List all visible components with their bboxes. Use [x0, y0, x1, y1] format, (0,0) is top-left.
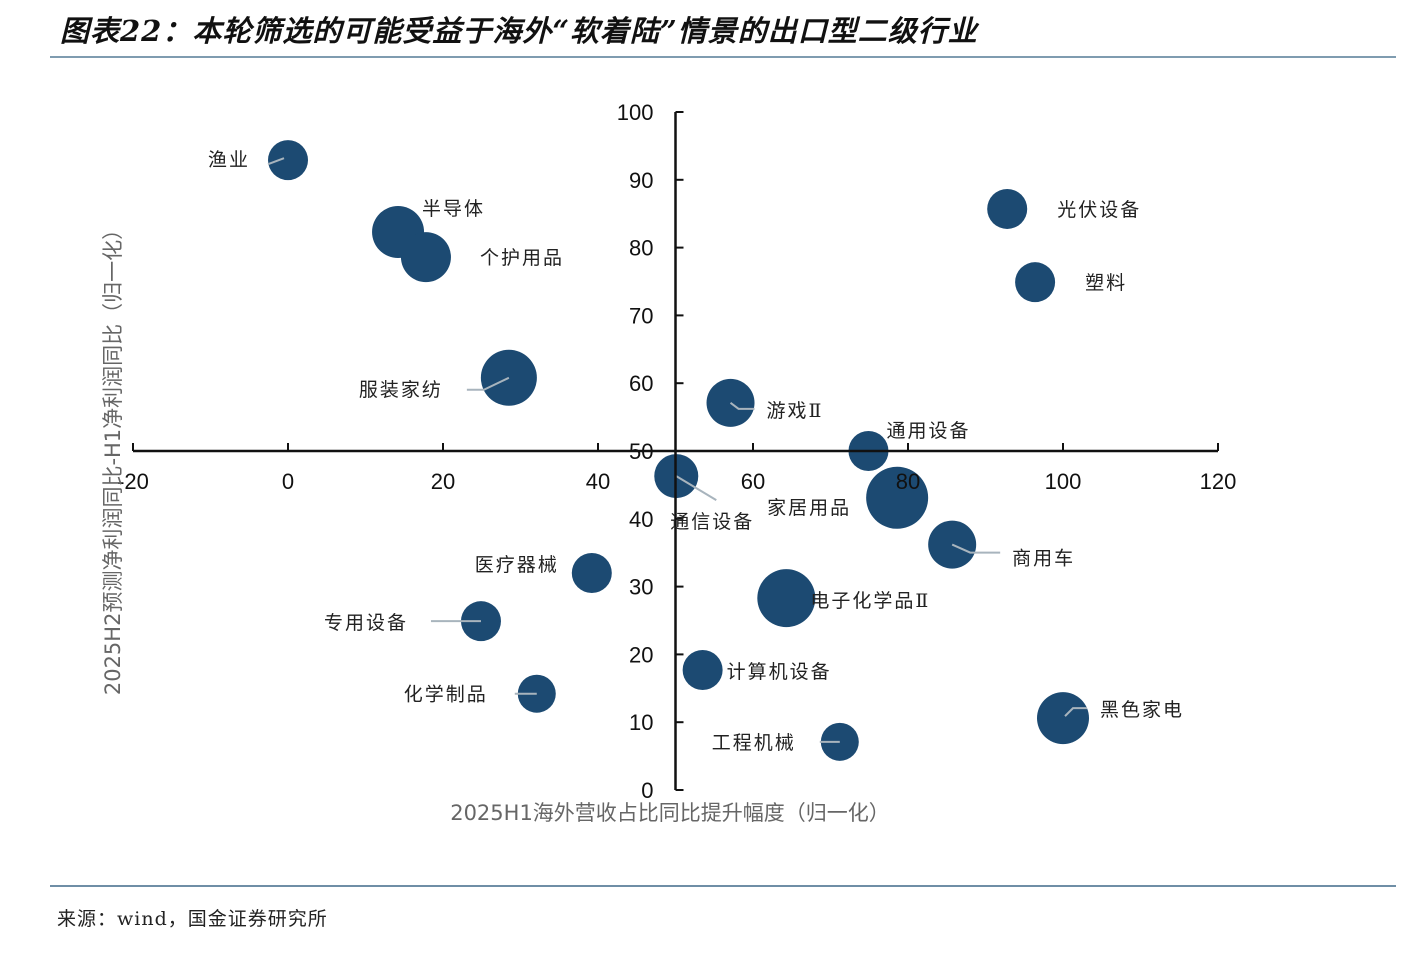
leader-line — [267, 157, 285, 166]
y-tick-label: 30 — [629, 575, 653, 600]
bubble-point — [268, 140, 308, 181]
leader-lines — [267, 157, 1087, 743]
bubble-point — [400, 232, 451, 283]
y-tick-label: 70 — [629, 303, 653, 328]
bubble-label: 光伏设备 — [1057, 199, 1141, 221]
x-tick-label: 40 — [586, 469, 610, 494]
chart-title: 图表22：本轮筛选的可能受益于海外“软着陆”情景的出口型二级行业 — [60, 14, 978, 48]
x-tick-label: -20 — [117, 469, 149, 494]
y-tick-label: 0 — [641, 778, 653, 803]
bubble-label: 半导体 — [422, 198, 485, 220]
bubble-label: 渔业 — [208, 149, 250, 171]
bubble-label: 服装家纺 — [359, 379, 443, 401]
x-axis-title: 2025H1海外营收占比同比提升幅度（归一化） — [450, 801, 890, 825]
leader-line — [466, 376, 510, 391]
footer-divider — [50, 885, 1396, 887]
bubble-point — [571, 553, 612, 594]
bubble-label: 黑色家电 — [1100, 699, 1184, 721]
bubble-point — [682, 649, 723, 690]
y-tick-label: 50 — [629, 439, 653, 464]
bubble-point — [866, 466, 929, 529]
bubble-label: 个护用品 — [480, 247, 564, 269]
bubble-label: 专用设备 — [324, 612, 408, 634]
y-tick-label: 100 — [617, 100, 654, 125]
y-tick-label: 90 — [629, 168, 653, 193]
y-tick-label: 40 — [629, 507, 653, 532]
y-tick-label: 20 — [629, 642, 653, 667]
bubble-point — [1015, 262, 1056, 303]
title-divider — [50, 56, 1396, 58]
bubble-label: 游戏Ⅱ — [767, 400, 824, 422]
bubble-label: 化学制品 — [404, 684, 488, 706]
bubble-label: 家居用品 — [767, 497, 851, 519]
y-tick-label: 80 — [629, 236, 653, 261]
bubble-label: 工程机械 — [712, 732, 796, 754]
x-tick-label: 0 — [282, 469, 294, 494]
bubble-point — [757, 569, 816, 628]
y-tick-label: 60 — [629, 371, 653, 396]
bubble-label: 电子化学品Ⅱ — [810, 590, 930, 612]
x-tick-label: 60 — [741, 469, 765, 494]
x-tick-label: 20 — [431, 469, 455, 494]
x-tick-label: 80 — [896, 469, 920, 494]
bubble-label: 医疗器械 — [475, 554, 559, 576]
leader-line — [1064, 707, 1087, 717]
bubble-label: 通信设备 — [670, 511, 754, 533]
y-axis-title: 2025H2预测净利润同比-H1净利润同比（归一化） — [101, 219, 125, 695]
leader-line — [729, 402, 755, 410]
leader-line — [675, 475, 717, 501]
bubble-label: 计算机设备 — [727, 661, 832, 683]
x-tick-label: 100 — [1045, 469, 1082, 494]
bubble-label: 通用设备 — [886, 420, 970, 442]
leader-line — [951, 543, 1001, 554]
x-tick-label: 120 — [1200, 469, 1237, 494]
y-tick-label: 10 — [629, 710, 653, 735]
bubble-point — [987, 188, 1028, 229]
axes: -20 0 20 40 60 80 100 120 0 10 20 30 40 50 60 70 80 90 100 — [117, 100, 1236, 803]
bubble-label: 塑料 — [1085, 272, 1127, 294]
source-note: 来源：wind，国金证券研究所 — [57, 908, 328, 930]
bubble-label: 商用车 — [1012, 548, 1075, 570]
bubble-point — [1037, 692, 1089, 745]
